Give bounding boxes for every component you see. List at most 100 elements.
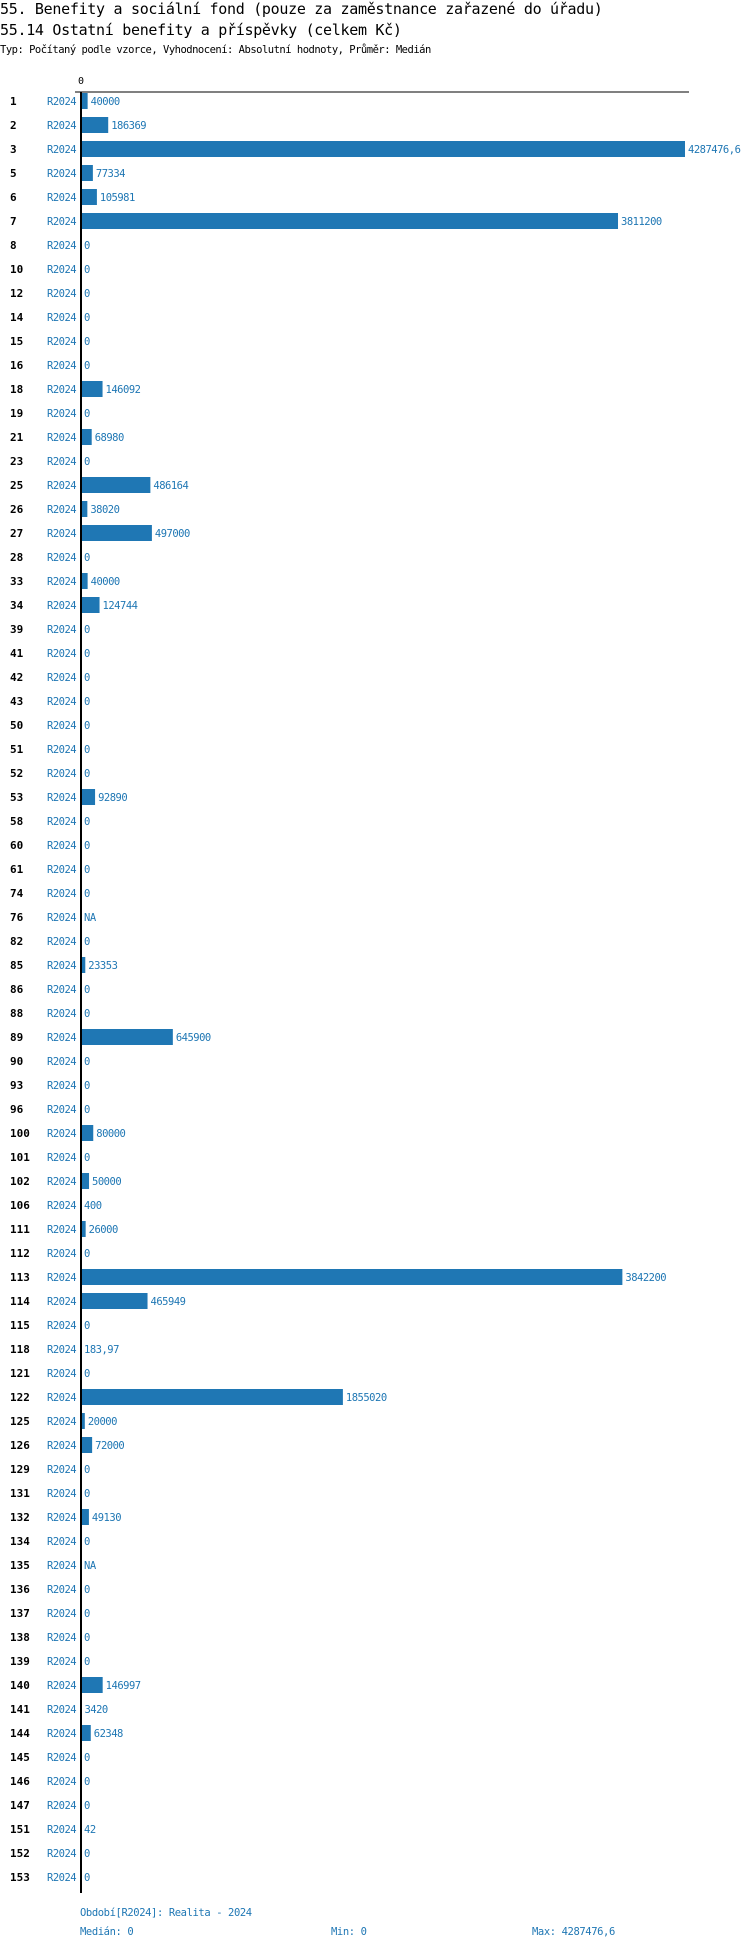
series-label: R2024 (47, 1680, 76, 1692)
series-label: R2024 (47, 600, 76, 612)
category-label: 14 (10, 311, 24, 324)
category-label: 52 (10, 767, 23, 780)
data-label: 645900 (176, 1032, 211, 1044)
data-label: 0 (84, 1656, 90, 1668)
series-label: R2024 (47, 552, 76, 564)
data-label: 0 (84, 984, 90, 996)
data-label: 400 (84, 1200, 102, 1212)
bar (82, 477, 151, 493)
series-label: R2024 (47, 1632, 76, 1644)
data-label: 0 (84, 816, 90, 828)
median-stat: Medián: 0 (80, 1926, 134, 1938)
category-label: 131 (10, 1487, 30, 1500)
bar (82, 1437, 93, 1453)
series-label: R2024 (47, 1800, 76, 1812)
category-label: 2 (10, 119, 17, 132)
bar (82, 1269, 623, 1285)
period-legend: Období[R2024]: Realita - 2024 (80, 1907, 252, 1919)
category-label: 93 (10, 1079, 23, 1092)
series-label: R2024 (47, 336, 76, 348)
category-label: 147 (10, 1799, 30, 1812)
series-label: R2024 (47, 1560, 76, 1572)
data-label: 146997 (106, 1680, 141, 1692)
data-label: 0 (84, 648, 90, 660)
data-label: 62348 (94, 1728, 123, 1740)
category-label: 151 (10, 1823, 30, 1836)
category-label: 101 (10, 1151, 30, 1164)
data-label: 0 (84, 1104, 90, 1116)
series-label: R2024 (47, 792, 76, 804)
bar (82, 213, 619, 229)
series-label: R2024 (47, 624, 76, 636)
chart-subtitle: 55.14 Ostatní benefity a příspěvky (celk… (0, 21, 402, 39)
bar (82, 189, 97, 205)
data-label: 77334 (96, 168, 125, 180)
series-label: R2024 (47, 864, 76, 876)
series-label: R2024 (47, 1824, 76, 1836)
category-label: 27 (10, 527, 23, 540)
data-label: 0 (84, 1752, 90, 1764)
category-label: 122 (10, 1391, 30, 1404)
data-label: 72000 (95, 1440, 124, 1452)
category-label: 7 (10, 215, 17, 228)
category-label: 141 (10, 1703, 30, 1716)
series-label: R2024 (47, 1272, 76, 1284)
data-label: 80000 (96, 1128, 125, 1140)
data-label: 0 (84, 1584, 90, 1596)
category-label: 86 (10, 983, 24, 996)
data-label: 0 (84, 1632, 90, 1644)
series-label: R2024 (47, 1080, 76, 1092)
series-label: R2024 (47, 1584, 76, 1596)
series-label: R2024 (47, 1872, 76, 1884)
series-label: R2024 (47, 1464, 76, 1476)
data-label: 183,97 (84, 1344, 119, 1356)
data-label: 0 (84, 1320, 90, 1332)
bar (82, 1293, 148, 1309)
bar (82, 1413, 85, 1429)
data-label: 3811200 (621, 216, 662, 228)
bar (82, 1125, 94, 1141)
data-label: 40000 (91, 96, 120, 108)
series-label: R2024 (47, 1512, 76, 1524)
series-label: R2024 (47, 288, 76, 300)
bar (82, 789, 96, 805)
series-label: R2024 (47, 768, 76, 780)
series-label: R2024 (47, 1128, 76, 1140)
data-label: 0 (84, 1848, 90, 1860)
data-label: 3420 (84, 1704, 107, 1716)
data-label: 40000 (91, 576, 120, 588)
min-stat: Min: 0 (331, 1926, 367, 1938)
bar (82, 117, 109, 133)
series-label: R2024 (47, 264, 76, 276)
category-label: 129 (10, 1463, 30, 1476)
data-label: NA (84, 1560, 97, 1572)
category-label: 102 (10, 1175, 30, 1188)
category-label: 12 (10, 287, 23, 300)
category-label: 5 (10, 167, 17, 180)
series-label: R2024 (47, 888, 76, 900)
category-label: 118 (10, 1343, 30, 1356)
category-label: 43 (10, 695, 23, 708)
data-label: 49130 (92, 1512, 121, 1524)
data-label: 0 (84, 696, 90, 708)
max-stat: Max: 4287476,6 (532, 1926, 615, 1938)
category-label: 96 (10, 1103, 24, 1116)
category-label: 111 (10, 1223, 30, 1236)
data-label: 0 (84, 720, 90, 732)
series-label: R2024 (47, 1320, 76, 1332)
data-label: 0 (84, 1080, 90, 1092)
bar (82, 501, 88, 517)
data-label: 68980 (95, 432, 124, 444)
category-label: 76 (10, 911, 24, 924)
data-label: 124744 (103, 600, 138, 612)
data-label: 105981 (100, 192, 135, 204)
category-label: 126 (10, 1439, 30, 1452)
series-label: R2024 (47, 840, 76, 852)
series-label: R2024 (47, 1392, 76, 1404)
series-label: R2024 (47, 696, 76, 708)
series-label: R2024 (47, 384, 76, 396)
category-label: 16 (10, 359, 24, 372)
data-label: 50000 (92, 1176, 121, 1188)
series-label: R2024 (47, 672, 76, 684)
